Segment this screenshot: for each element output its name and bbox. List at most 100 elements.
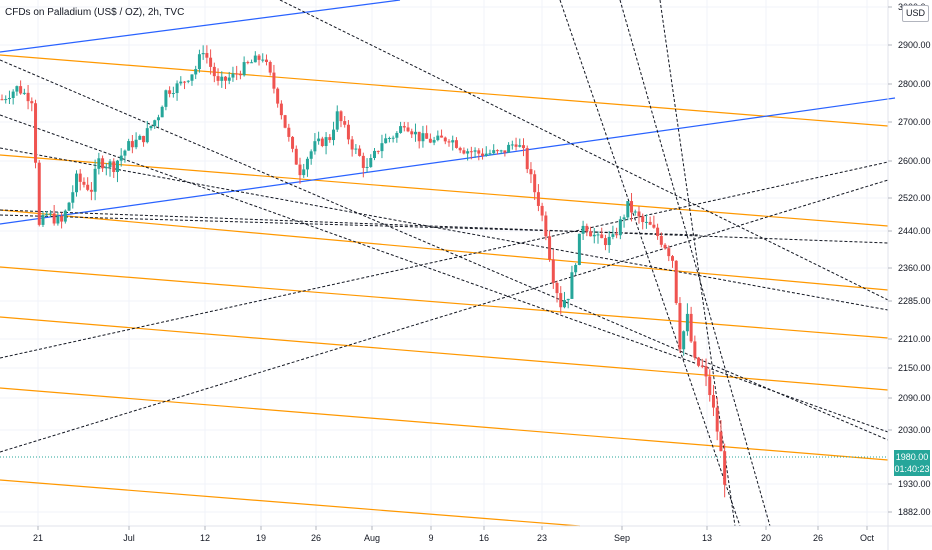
- candle-body: [674, 260, 678, 304]
- candle-body: [220, 76, 224, 81]
- candle-body: [410, 131, 414, 135]
- candle-body: [242, 62, 246, 76]
- candle-body: [104, 167, 108, 169]
- candle-body: [11, 91, 15, 98]
- price-tick-label: 2285.00: [898, 296, 931, 306]
- candle-body: [522, 145, 525, 149]
- candle-body: [26, 92, 30, 102]
- candle-body: [250, 62, 254, 64]
- channel-line[interactable]: [0, 266, 889, 339]
- price-tick-label: 2210.00: [898, 334, 931, 344]
- fan-line[interactable]: [279, 0, 889, 301]
- candle-body: [253, 55, 257, 63]
- time-tick-label: Aug: [364, 533, 380, 543]
- drawing-lines[interactable]: [0, 0, 896, 527]
- candle-body: [115, 160, 119, 173]
- candle-body: [387, 138, 391, 140]
- candle-body: [361, 155, 365, 168]
- candle-body: [34, 103, 38, 163]
- fan-line[interactable]: [659, 0, 736, 527]
- candle-body: [458, 147, 462, 151]
- price-tick-label: 2090.00: [898, 393, 931, 403]
- candle-body: [298, 164, 302, 176]
- time-tick-label: 20: [761, 533, 771, 543]
- candle-body: [395, 132, 399, 138]
- price-tick-label: 2150.00: [898, 363, 931, 373]
- candle-body: [112, 161, 116, 173]
- candle-body: [335, 111, 339, 130]
- channel-line[interactable]: [0, 316, 889, 391]
- time-axis[interactable]: 21 Jul 12 19 26 Aug 9 16 23 Sep 13 20 26 Oct: [33, 526, 875, 543]
- candle-body: [354, 148, 358, 150]
- candle-body: [365, 166, 369, 168]
- candle-body: [15, 86, 19, 92]
- fan-line[interactable]: [0, 59, 889, 441]
- fan-line[interactable]: [0, 161, 889, 359]
- candle-body: [559, 293, 563, 308]
- candle-body: [127, 141, 131, 151]
- fan-line[interactable]: [559, 0, 741, 527]
- candle-body: [317, 138, 321, 142]
- candle-body: [320, 138, 324, 147]
- fan-line[interactable]: [0, 147, 889, 311]
- candle-body: [380, 143, 384, 152]
- candle-body: [641, 216, 645, 223]
- candle-body: [41, 215, 45, 225]
- candle-body: [279, 103, 283, 116]
- candle-body: [589, 231, 593, 237]
- candle-body: [428, 138, 432, 143]
- candle-body: [402, 126, 406, 128]
- channel-line[interactable]: [0, 387, 889, 461]
- candle-body: [495, 150, 499, 152]
- candle-body: [671, 256, 674, 261]
- trend-line[interactable]: [0, 97, 896, 225]
- currency-badge[interactable]: USD: [902, 5, 930, 22]
- candle-body: [302, 169, 306, 176]
- grid: [0, 0, 887, 526]
- candle-body: [63, 210, 67, 222]
- candle-body: [0, 99, 4, 101]
- candle-body: [618, 219, 622, 236]
- candle-body: [149, 125, 153, 129]
- channel-line[interactable]: [0, 479, 581, 527]
- candle-body: [577, 233, 581, 265]
- candle-body: [443, 137, 447, 142]
- candle-body: [626, 201, 630, 218]
- candle-body: [89, 189, 93, 192]
- candle-body: [637, 211, 641, 217]
- candle-body: [156, 117, 160, 121]
- trend-line[interactable]: [0, 0, 401, 53]
- candle-body: [603, 238, 607, 246]
- channel-line[interactable]: [0, 54, 889, 127]
- candle-body: [574, 264, 578, 273]
- fan-line[interactable]: [0, 209, 889, 244]
- fan-line[interactable]: [0, 214, 701, 236]
- candle-body: [294, 148, 298, 165]
- candle-body: [451, 140, 455, 143]
- fan-line[interactable]: [619, 0, 771, 527]
- candle-body: [246, 62, 250, 64]
- price-axis[interactable]: 3000.02900.002800.002700.002600.002520.0…: [888, 2, 931, 517]
- candle-body: [276, 88, 280, 104]
- candle-body: [373, 150, 376, 159]
- candle-body: [339, 111, 343, 122]
- candle-body: [622, 217, 626, 220]
- candle-body: [238, 73, 242, 76]
- price-tick-label: 1930.00: [898, 479, 931, 489]
- fan-line[interactable]: [0, 114, 889, 433]
- candle-series: [0, 45, 727, 498]
- candle-body: [171, 93, 175, 95]
- candle-body: [484, 153, 488, 156]
- candle-body: [566, 298, 570, 301]
- candle-body: [656, 227, 660, 237]
- candle-body: [343, 121, 347, 125]
- candle-body: [268, 61, 272, 73]
- candle-body: [82, 181, 86, 185]
- price-tick-label: 2360.00: [898, 263, 931, 273]
- candle-body: [30, 101, 34, 104]
- price-tick-label: 2800.00: [898, 79, 931, 89]
- fan-line[interactable]: [0, 179, 889, 453]
- channel-line[interactable]: [0, 154, 889, 227]
